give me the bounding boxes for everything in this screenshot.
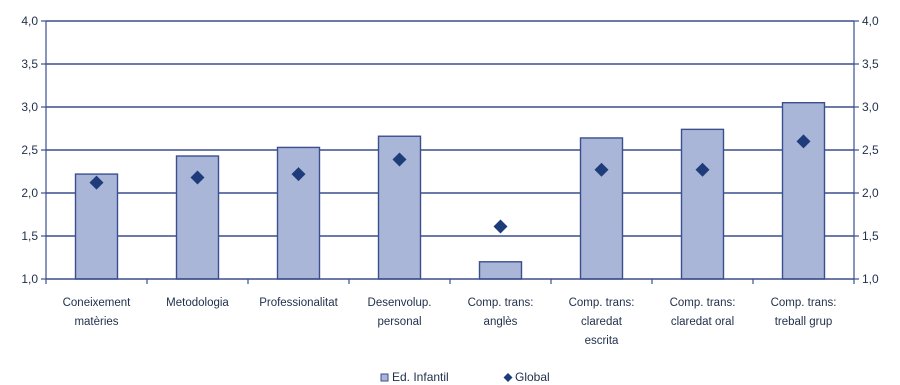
marker-series xyxy=(89,134,811,234)
marker-6 xyxy=(695,162,710,177)
y-tick-label-left: 1,5 xyxy=(21,229,38,243)
category-label-5: Comp. trans: claredat escrita xyxy=(569,297,635,347)
legend: Ed. Infantil Global xyxy=(380,370,550,384)
category-label-2: Professionalitat xyxy=(259,297,338,309)
marker-1 xyxy=(190,170,205,185)
x-axis-labels: Coneixement matèries Metodologia Profession… xyxy=(63,297,837,347)
legend-marker-global xyxy=(503,373,513,382)
category-label-line: personal xyxy=(377,316,421,328)
y-tick-label-left: 2,5 xyxy=(21,143,38,157)
marker-7 xyxy=(796,134,811,149)
y-tick-label-right: 2,5 xyxy=(862,143,879,157)
y-tick-label-right: 1,0 xyxy=(862,272,879,286)
y-tick-label-left: 4,0 xyxy=(21,14,38,28)
category-label-line: Coneixement xyxy=(63,297,132,309)
bar-series xyxy=(74,101,826,280)
category-label-7: Comp. trans: treball grup xyxy=(771,297,837,328)
y-tick-label-right: 4,0 xyxy=(862,14,879,28)
category-label-line: Comp. trans: xyxy=(569,297,635,309)
y-axis-left-labels: 1,0 1,5 2,0 2,5 3,0 3,5 4,0 xyxy=(21,14,38,286)
marker-5 xyxy=(594,162,609,177)
category-label-line: anglès xyxy=(484,316,518,328)
gridlines xyxy=(46,20,854,237)
category-label-line: Professionalitat xyxy=(259,297,338,309)
category-label-line: claredat oral xyxy=(671,316,734,328)
marker-2 xyxy=(291,167,306,182)
bar-4 xyxy=(478,261,523,280)
bar-0 xyxy=(74,173,119,280)
bar-6 xyxy=(680,128,725,280)
y-tick-label-right: 1,5 xyxy=(862,229,879,243)
bar-5 xyxy=(579,137,624,280)
legend-swatch-ed-infantil xyxy=(380,373,389,382)
category-label-0: Coneixement matèries xyxy=(63,297,132,328)
legend-label-global: Global xyxy=(515,370,550,384)
category-label-3: Desenvolup. personal xyxy=(368,297,432,328)
axes xyxy=(41,20,859,284)
category-label-line: claredat xyxy=(581,316,623,328)
marker-4 xyxy=(493,219,508,234)
bar-7 xyxy=(781,101,826,280)
legend-label-ed-infantil: Ed. Infantil xyxy=(392,370,449,384)
category-label-line: escrita xyxy=(585,335,619,347)
category-label-line: treball grup xyxy=(775,316,833,328)
category-label-line: Comp. trans: xyxy=(468,297,534,309)
marker-0 xyxy=(89,175,104,190)
y-axis-right-labels: 1,0 1,5 2,0 2,5 3,0 3,5 4,0 xyxy=(862,14,879,286)
category-label-line: Metodologia xyxy=(166,297,229,309)
y-tick-label-right: 3,0 xyxy=(862,100,879,114)
y-tick-label-left: 3,5 xyxy=(21,57,38,71)
y-tick-label-right: 3,5 xyxy=(862,57,879,71)
marker-3 xyxy=(392,152,407,167)
category-label-line: Comp. trans: xyxy=(771,297,837,309)
category-label-line: matèries xyxy=(74,316,118,328)
y-tick-label-left: 1,0 xyxy=(21,272,38,286)
y-tick-label-right: 2,0 xyxy=(862,186,879,200)
category-label-1: Metodologia xyxy=(166,297,229,309)
category-label-4: Comp. trans: anglès xyxy=(468,297,534,328)
y-tick-label-left: 2,0 xyxy=(21,186,38,200)
y-tick-label-left: 3,0 xyxy=(21,100,38,114)
category-label-line: Comp. trans: xyxy=(670,297,736,309)
category-label-line: Desenvolup. xyxy=(368,297,432,309)
category-label-6: Comp. trans: claredat oral xyxy=(670,297,736,328)
